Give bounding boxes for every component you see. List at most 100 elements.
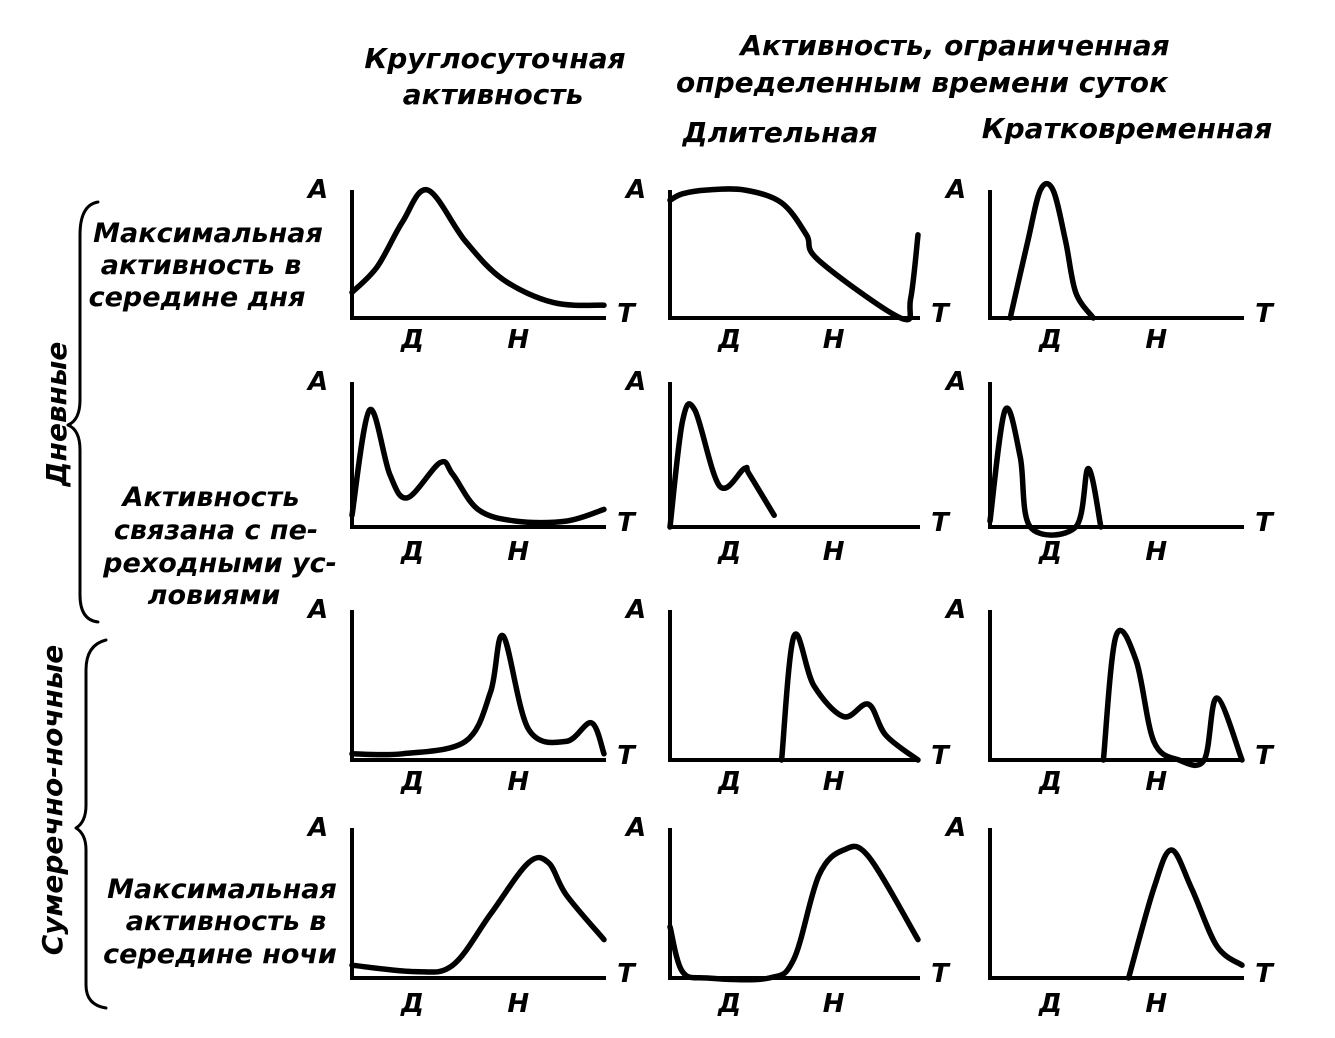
brace-night-group [74,638,108,1010]
panel-r1-c1: А Т Д Н [306,175,637,355]
activity-curve [1007,180,1097,321]
y-axis-label: А [944,595,966,625]
y-axis-label: А [944,175,966,205]
tick-label-night: Н [1145,989,1167,1019]
column-header-time-limited: Активность, ограниченная определенным вр… [676,29,1170,99]
axes [350,382,606,529]
header-col2-long: Длительная [682,116,878,149]
row2-line3: реходными ус- [102,548,337,579]
panels: А Т Д Н А Т Д Н А Т Д Н А Т Д Н А Т Д Н А Т Д Н А Т Д Н А Т Д Н А Т Д Н А Т Д Н… [306,175,1275,1019]
tick-label-night: Н [823,767,845,797]
panel-r1-c3: А Т Д Н [944,175,1275,355]
axes [668,190,920,320]
axes [988,190,1244,320]
tick-label-day: Д [400,767,424,797]
x-axis-label: Т [1255,508,1275,538]
x-axis-label: Т [617,959,637,989]
tick-label-day: Д [717,325,741,355]
row-label-midnight: Максимальная активность в середине ночи [103,874,337,970]
panel-r2-c1: А Т Д Н [306,367,637,567]
activity-curve [349,854,607,975]
panel-r3-c2: А Т Д Н [624,595,951,797]
row2-line4: ловиями [148,580,281,611]
row2-line2: связана с пе- [114,515,318,546]
y-axis-label: А [624,813,646,843]
tick-label-night: Н [507,325,529,355]
group-label-day: Дневные [40,342,73,488]
panel-r2-c2: А Т Д Н [624,367,951,567]
x-axis-label: Т [617,741,637,771]
x-axis-label: Т [1255,959,1275,989]
tick-label-night: Н [507,989,529,1019]
axes [988,610,1244,762]
row2-line1: Активность [121,482,300,513]
x-axis-label: Т [931,508,951,538]
activity-curve [667,843,921,983]
tick-label-day: Д [1038,537,1062,567]
activity-curve [667,401,777,530]
panel-r4-c3: А Т Д Н [944,813,1275,1019]
axes [988,382,1244,529]
panel-r4-c1: А Т Д Н [306,813,637,1019]
axes [350,190,606,320]
activity-curve [987,405,1104,538]
axes [350,610,606,762]
brace-day-group [66,200,100,624]
row-label-transitional: Активность связана с пе- реходными ус- л… [102,482,337,611]
tick-label-day: Д [717,989,741,1019]
panel-r3-c1: А Т Д Н [306,595,637,797]
column-header-round-the-clock: Круглосуточная активность [364,42,625,111]
tick-label-night: Н [1145,537,1167,567]
axes [668,610,920,762]
tick-label-night: Н [507,767,529,797]
y-axis-label: А [624,595,646,625]
row4-line1: Максимальная [107,874,337,905]
tick-label-day: Д [1038,767,1062,797]
y-axis-label: А [624,175,646,205]
x-axis-label: Т [617,508,637,538]
tick-label-day: Д [717,767,741,797]
header-col1-line2: активность [403,78,584,111]
tick-label-night: Н [823,989,845,1019]
x-axis-label: Т [1255,741,1275,771]
panel-r3-c3: А Т Д Н [944,595,1275,797]
panel-r1-c2: А Т Д Н [624,175,951,355]
panel-r4-c2: А Т Д Н [624,813,951,1019]
row1-line3: середине дня [89,282,306,313]
activity-curve [667,186,921,323]
activity-curve [349,407,607,526]
activity-curve [349,632,607,758]
row1-line2: активность в [101,250,302,281]
tick-label-day: Д [400,537,424,567]
tick-label-night: Н [1145,325,1167,355]
header-col3-short: Кратковременная [982,112,1273,145]
tick-label-night: Н [823,325,845,355]
header-group-line2: определенным времени суток [676,66,1169,99]
y-axis-label: А [944,813,966,843]
tick-label-day: Д [400,989,424,1019]
row1-line1: Максимальная [93,218,323,249]
activity-curve [1100,627,1245,769]
tick-label-day: Д [1038,325,1062,355]
y-axis-label: А [944,367,966,397]
x-axis-label: Т [1255,299,1275,329]
y-axis-label: А [306,367,328,397]
y-axis-label: А [306,595,328,625]
header-group-line1: Активность, ограниченная [738,29,1169,62]
x-axis-label: Т [931,741,951,771]
y-axis-label: А [624,367,646,397]
axes [350,828,606,980]
y-axis-label: А [306,813,328,843]
row4-line3: середине ночи [103,939,337,970]
activity-curve [1125,847,1245,981]
row4-line2: активность в [126,906,327,937]
y-axis-label: А [306,175,328,205]
tick-label-night: Н [507,537,529,567]
axes [668,828,920,980]
tick-label-day: Д [400,325,424,355]
row-label-midday: Максимальная активность в середине дня [89,218,323,313]
x-axis-label: Т [617,299,637,329]
group-label-night: Сумеречно-ночные [36,645,69,956]
